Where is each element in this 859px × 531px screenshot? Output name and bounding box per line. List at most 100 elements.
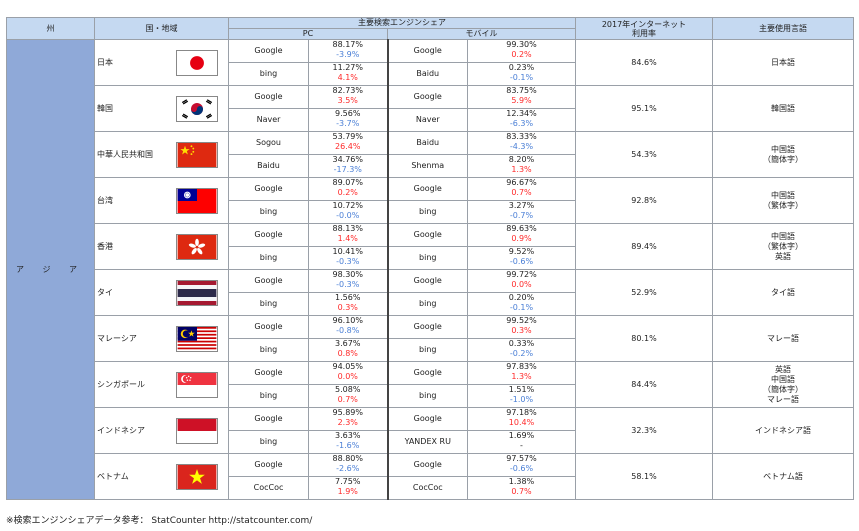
pc-share-cell: 5.08% 0.7%	[308, 384, 388, 408]
pc-share-percent: 94.05%	[332, 362, 363, 372]
mobile-engine-name: bing	[386, 200, 468, 224]
internet-rate-cell: 58.1%	[575, 453, 713, 500]
country-name: インドネシア	[97, 425, 145, 435]
mobile-share-change: 5.9%	[511, 96, 532, 105]
mobile-engine-name: Baidu	[386, 62, 468, 86]
mobile-share-percent: 97.18%	[506, 408, 537, 418]
pc-engine-name: Google	[228, 177, 309, 201]
pc-share-percent: 88.17%	[332, 40, 363, 50]
mobile-share-cell: 1.51% -1.0%	[467, 384, 576, 408]
mobile-share-percent: 1.51%	[508, 385, 535, 395]
mobile-share-change: -0.1%	[509, 303, 534, 312]
mobile-share-percent: 9.52%	[508, 247, 535, 257]
country-name: 香港	[97, 241, 113, 251]
table-row: 香港 Google 88.13% 1.4% Google 89.63% 0.9% 89.4% 中…	[7, 223, 854, 270]
language-cell: インドネシア語	[712, 407, 854, 454]
pc-share-percent: 11.27%	[332, 63, 363, 73]
pc-share-change: 2.3%	[337, 418, 358, 427]
engine-share-header: 主要検索エンジンシェア	[228, 17, 576, 29]
pc-engine-name: Sogou	[228, 131, 309, 155]
search-engine-share-table: 州 国・地域 主要検索エンジンシェア 2017年インターネット 利用率 主要使用…	[6, 17, 854, 500]
mobile-share-cell: 97.83% 1.3%	[467, 361, 576, 385]
table-row: インドネシア Google 95.89% 2.3% Google 97.18% 10.4% 3…	[7, 407, 854, 454]
mobile-engine-name: Naver	[386, 108, 468, 132]
mobile-share-cell: 89.63% 0.9%	[467, 223, 576, 247]
pc-share-percent: 53.79%	[332, 132, 363, 142]
pc-engine-name: CocCoc	[228, 476, 309, 500]
country-cell: シンガポール	[94, 361, 229, 408]
pc-share-percent: 89.07%	[332, 178, 363, 188]
pc-subheader: PC	[228, 28, 388, 40]
hongkong-flag-icon	[176, 233, 218, 260]
pc-share-cell: 3.67% 0.8%	[308, 338, 388, 362]
pc-share-percent: 10.41%	[332, 247, 363, 257]
mobile-share-cell: 83.33% -4.3%	[467, 131, 576, 155]
china-flag-icon	[176, 141, 218, 168]
mobile-share-cell: 1.69% -	[467, 430, 576, 454]
mobile-share-change: 0.9%	[511, 234, 532, 243]
table-body: ア ジ ア日本 Google 88.17% -3.9% Google 99.30% 0.2%…	[6, 39, 854, 500]
mobile-share-change: -4.3%	[509, 142, 534, 151]
country-name: 台湾	[97, 195, 113, 205]
internet-rate-cell: 92.8%	[575, 177, 713, 224]
country-cell: マレーシア	[94, 315, 229, 362]
language-cell: タイ語	[712, 269, 854, 316]
mobile-engine-name: bing	[386, 384, 468, 408]
pc-engine-name: Google	[228, 223, 309, 247]
country-cell-inner: 韓国	[96, 87, 228, 131]
country-cell-inner: マレーシア	[96, 317, 228, 361]
internet-rate-cell: 84.6%	[575, 39, 713, 86]
mobile-engine-name: Google	[386, 453, 468, 477]
pc-share-percent: 34.76%	[332, 155, 363, 165]
mobile-share-cell: 1.38% 0.7%	[467, 476, 576, 500]
country-cell: 中華人民共和国	[94, 131, 229, 178]
korea-flag-icon	[176, 95, 218, 122]
vietnam-flag-icon	[176, 463, 218, 490]
mobile-share-change: -0.1%	[509, 73, 534, 82]
pc-share-cell: 88.17% -3.9%	[308, 39, 388, 63]
pc-share-cell: 9.56% -3.7%	[308, 108, 388, 132]
country-column-header: 国・地域	[94, 17, 229, 40]
country-name: 韓国	[97, 103, 113, 113]
mobile-share-change: -0.6%	[509, 464, 534, 473]
language-header: 主要使用言語	[712, 17, 854, 40]
pc-engine-name: bing	[228, 384, 309, 408]
mobile-share-percent: 89.63%	[506, 224, 537, 234]
pc-engine-name: bing	[228, 200, 309, 224]
mobile-share-cell: 99.30% 0.2%	[467, 39, 576, 63]
table-row: ア ジ ア日本 Google 88.17% -3.9% Google 99.30% 0.2%…	[6, 39, 854, 500]
pc-share-change: -0.8%	[336, 326, 360, 335]
table-row: 台湾 Google 89.07% 0.2% Google 96.67% 0.7% 92.8% 中…	[7, 177, 854, 224]
region-cell: ア ジ ア	[6, 39, 95, 500]
pc-engine-name: Google	[228, 361, 309, 385]
mobile-share-change: 0.3%	[511, 326, 532, 335]
pc-share-percent: 3.63%	[335, 431, 361, 441]
pc-share-cell: 95.89% 2.3%	[308, 407, 388, 431]
pc-engine-name: Google	[228, 315, 309, 339]
mobile-share-percent: 99.52%	[506, 316, 537, 326]
pc-engine-name: Google	[228, 85, 309, 109]
table-row: CocCoc 7.75% 1.9% CocCoc 1.38% 0.7%	[7, 476, 854, 500]
table-row: bing 1.56% 0.3% bing 0.20% -0.1%	[7, 292, 854, 316]
pc-share-percent: 5.08%	[335, 385, 361, 395]
mobile-engine-name: bing	[386, 246, 468, 270]
pc-share-change: 4.1%	[337, 73, 358, 82]
pc-engine-name: Google	[228, 453, 309, 477]
country-cell-inner: インドネシア	[96, 409, 228, 453]
table-row: 中華人民共和国 Sogou 53.79% 26.4% Baidu 83.33% -4.3% 5…	[7, 131, 854, 178]
pc-share-cell: 96.10% -0.8%	[308, 315, 388, 339]
pc-engine-name: Naver	[228, 108, 309, 132]
internet-rate-header-text: 2017年インターネット 利用率	[601, 19, 687, 38]
pc-engine-name: Google	[228, 407, 309, 431]
mobile-share-percent: 3.27%	[508, 201, 535, 211]
internet-rate-cell: 52.9%	[575, 269, 713, 316]
mobile-share-cell: 99.52% 0.3%	[467, 315, 576, 339]
language-item: 英語	[775, 364, 791, 374]
pc-share-change: 0.0%	[337, 372, 358, 381]
mobile-share-percent: 97.57%	[506, 454, 537, 464]
mobile-share-percent: 8.20%	[508, 155, 535, 165]
mobile-share-cell: 97.18% 10.4%	[467, 407, 576, 431]
mobile-share-percent: 97.83%	[506, 362, 537, 372]
language-cell: マレー語	[712, 315, 854, 362]
language-item: 韓国語	[771, 103, 795, 113]
